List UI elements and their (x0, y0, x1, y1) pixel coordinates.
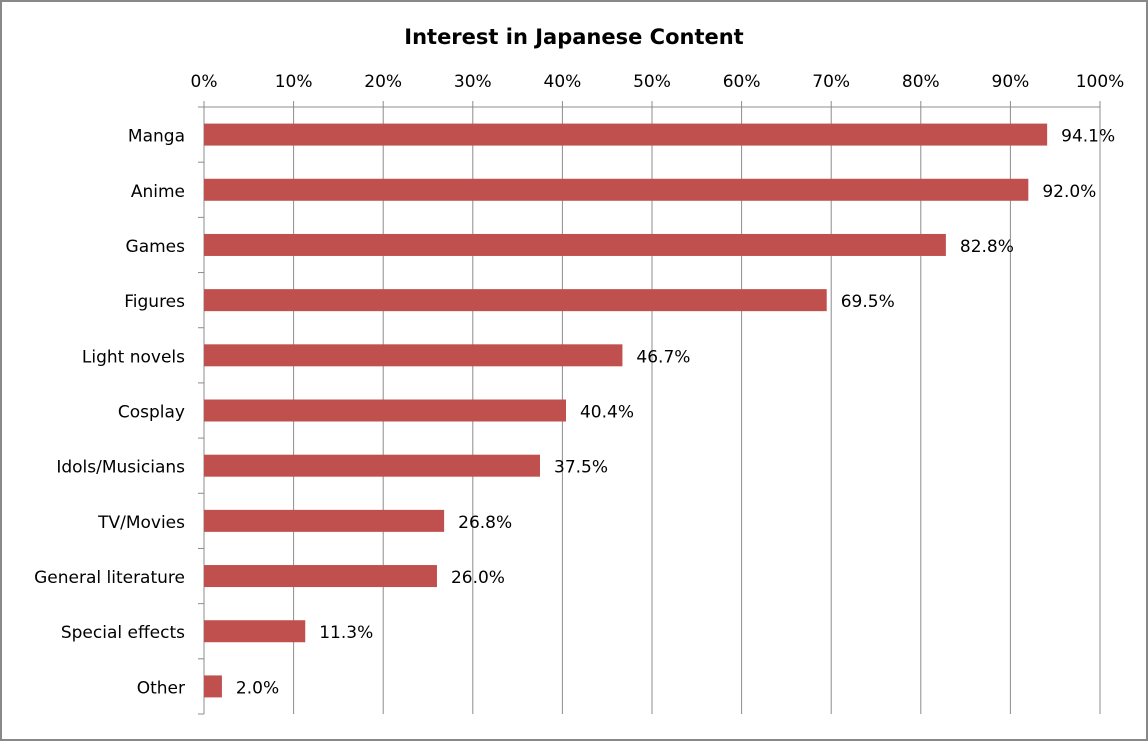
x-tick-label: 20% (364, 72, 402, 92)
x-tick-label: 70% (812, 72, 850, 92)
x-tick-label: 10% (275, 72, 313, 92)
y-tick-label: Anime (131, 182, 185, 202)
value-label: 2.0% (236, 678, 279, 698)
value-label: 26.0% (451, 568, 505, 588)
bar (204, 675, 222, 698)
y-tick-label: Figures (124, 292, 185, 312)
x-tick-label: 30% (454, 72, 492, 92)
value-label: 46.7% (636, 347, 690, 367)
y-tick-label: Light novels (82, 347, 185, 367)
x-tick-label: 80% (902, 72, 940, 92)
value-label: 69.5% (841, 292, 895, 312)
bar (204, 344, 623, 367)
chart-title: Interest in Japanese Content (404, 25, 743, 49)
value-label: 94.1% (1061, 127, 1115, 147)
bar (204, 399, 566, 422)
x-tick-label: 100% (1076, 72, 1125, 92)
x-tick-label: 60% (723, 72, 761, 92)
bar (204, 233, 946, 256)
x-tick-label: 50% (633, 72, 671, 92)
bar (204, 123, 1048, 146)
value-label: 11.3% (319, 623, 373, 643)
y-tick-label: Cosplay (118, 403, 185, 423)
y-tick-label: General literature (34, 568, 185, 588)
bar (204, 178, 1029, 201)
value-label: 82.8% (960, 237, 1014, 257)
value-label: 92.0% (1042, 182, 1096, 202)
x-tick-label: 0% (191, 72, 218, 92)
y-tick-label: Games (126, 237, 186, 257)
bar (204, 289, 827, 312)
y-tick-label: Other (137, 678, 185, 698)
bar (204, 509, 445, 532)
bar (204, 620, 306, 643)
y-tick-label: Special effects (61, 623, 185, 643)
y-tick-label: Idols/Musicians (56, 458, 185, 478)
bar (204, 565, 437, 588)
y-tick-label: TV/Movies (97, 513, 185, 533)
value-label: 37.5% (554, 458, 608, 478)
x-tick-label: 90% (992, 72, 1030, 92)
y-tick-label: Manga (128, 127, 185, 147)
value-label: 40.4% (580, 403, 634, 423)
bar (204, 454, 540, 477)
x-tick-label: 40% (544, 72, 582, 92)
value-label: 26.8% (458, 513, 512, 533)
